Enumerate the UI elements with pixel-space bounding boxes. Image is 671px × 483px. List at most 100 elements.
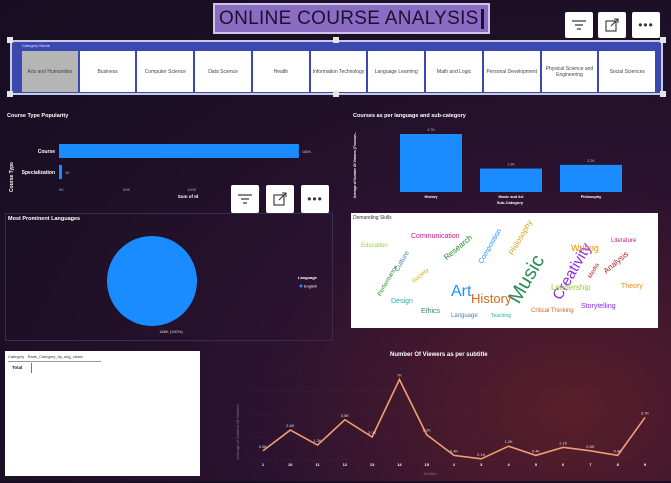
legend-title: Language <box>298 275 318 280</box>
visual-more-button[interactable]: ••• <box>301 185 329 213</box>
slicer-item[interactable]: Health <box>252 51 309 92</box>
languages-panel[interactable]: Most Prominent Languages 186K (100%) Lan… <box>5 213 333 341</box>
point-value-label: 0.1K <box>477 452 486 457</box>
wordcloud-word: Education <box>361 243 388 249</box>
bar-history <box>400 134 462 192</box>
course-type-title: Course Type Popularity <box>7 113 69 119</box>
viewers-line <box>262 377 646 460</box>
x-tick-label: 10 <box>288 462 293 467</box>
x-tick-label: 11 <box>315 462 320 467</box>
bar-value-label: 1.9K <box>507 163 515 167</box>
pie-value-label: 186K (100%) <box>159 329 183 334</box>
x-tick-label: 1 <box>262 462 265 467</box>
x-tick-label: 8 <box>617 462 620 467</box>
skills-wordcloud-panel[interactable]: Demanding Skills Music Creativity History A… <box>351 213 658 328</box>
wordcloud-word: Critical Thinking <box>531 308 574 314</box>
value-label-specialization: 1K <box>65 170 70 175</box>
point-value-label: 2.0K <box>368 430 377 435</box>
bar-philosophy <box>560 164 622 192</box>
filter-icon <box>572 20 586 30</box>
resize-handle[interactable] <box>333 91 339 97</box>
wordcloud-word: Media <box>587 262 601 280</box>
lang-subcat-title: Courses as per language and sub-category <box>353 113 466 119</box>
wordcloud-word: Literature <box>611 238 637 244</box>
focus-mode-icon <box>605 18 619 32</box>
slicer-item[interactable]: Business <box>79 51 136 92</box>
filter-icon <box>238 194 252 204</box>
wordcloud-word: Language <box>451 313 478 319</box>
point-value-label: 0.4K <box>450 448 459 453</box>
bar-music-and-art <box>480 168 542 192</box>
viewers-ylabel: Average of Number Of Viewers <box>235 404 240 459</box>
legend-item-english: English <box>304 284 317 289</box>
visual-focus-button[interactable] <box>266 185 294 213</box>
slicer-item[interactable]: Language Learning <box>368 51 425 92</box>
slicer-item[interactable]: Physical Science and Engineering <box>541 51 598 92</box>
more-options-button[interactable]: ••• <box>632 12 660 38</box>
filter-button[interactable] <box>565 12 593 38</box>
wordcloud-word: Teaching <box>491 313 512 319</box>
wordcloud-word: Communication <box>411 233 460 240</box>
slicer-label: Category Name <box>22 43 51 48</box>
slicer-items: Arts and Humanities Business Computer Scie… <box>22 51 656 92</box>
resize-handle[interactable] <box>660 37 666 43</box>
resize-handle[interactable] <box>333 37 339 43</box>
resize-handle[interactable] <box>7 91 13 97</box>
tick-0k: 0K <box>59 187 64 192</box>
tick-100k: 100K <box>187 187 197 192</box>
visual-filter-button[interactable] <box>231 185 259 213</box>
point-value-label: 3.7K <box>641 410 650 415</box>
more-options-icon: ••• <box>307 192 323 206</box>
x-tick-label: 7 <box>589 462 592 467</box>
wordcloud-word: Art <box>451 283 472 300</box>
course-type-chart[interactable]: Course Type Course Specialization 186K 1… <box>3 135 323 210</box>
x-tick-label: 5 <box>535 462 538 467</box>
lang-subcat-chart[interactable]: Average of Number Of Viewers (Thousan...… <box>348 120 658 210</box>
viewers-chart[interactable]: Average of Number Of Viewers Subtitle 0.… <box>230 360 666 478</box>
wordcloud-word: Design <box>391 298 413 305</box>
dashboard-title: ONLINE COURSE ANALYSIS <box>213 3 490 34</box>
dashboard-title-text: ONLINE COURSE ANALYSIS <box>219 7 479 29</box>
slicer-item[interactable]: Arts and Humanities <box>22 51 78 92</box>
slicer-item[interactable]: Personal Development <box>483 51 540 92</box>
course-type-ylabel: Course Type <box>9 162 15 192</box>
x-tick-label: 3 <box>480 462 483 467</box>
value-label-course: 186K <box>302 149 312 154</box>
point-value-label: 2.6K <box>286 423 295 428</box>
slicer-item[interactable]: Data Science <box>195 51 251 92</box>
bar-label-specialization: Specialization <box>22 170 55 176</box>
focus-mode-button[interactable] <box>598 12 626 38</box>
resize-handle[interactable] <box>7 37 13 43</box>
slicer-item[interactable]: Math and Logic <box>426 51 482 92</box>
slicer-item[interactable]: Computer Science <box>137 51 194 92</box>
slicer-item[interactable]: Social Sciences <box>599 51 656 92</box>
focus-mode-icon <box>273 192 287 206</box>
bar-value-label: 4.7K <box>427 128 435 132</box>
category-rank-table[interactable]: Category Rank_Category_by_avg_views Tota… <box>5 351 200 476</box>
x-tick-label: 15 <box>424 462 429 467</box>
resize-handle[interactable] <box>660 91 666 97</box>
wordcloud-word: Society <box>411 267 431 285</box>
slicer-item[interactable]: Information Technology <box>310 51 367 92</box>
lang-subcat-xlabel: Sub-Category <box>497 200 524 205</box>
tick-50k: 50K <box>123 187 130 192</box>
wordcloud-word: History <box>471 291 512 306</box>
point-value-label: 2.2K <box>423 428 432 433</box>
languages-title: Most Prominent Languages <box>8 216 81 222</box>
point-value-label: 1.3K <box>313 438 322 443</box>
viewers-xlabel: Subtitle <box>423 471 437 476</box>
table-header-category: Category <box>8 354 25 359</box>
category-tick-label: History <box>424 195 438 199</box>
point-value-label: 7K <box>397 373 402 378</box>
bar-course <box>59 144 299 158</box>
x-tick-label: 14 <box>397 462 402 467</box>
category-tick-label: Philosophy <box>581 195 602 199</box>
x-tick-label: 13 <box>370 462 375 467</box>
wordcloud-word: Ethics <box>421 308 441 315</box>
wordcloud-word: Theory <box>621 283 643 290</box>
table-header-rank: Rank_Category_by_avg_views <box>27 354 83 359</box>
wordcloud-word: Leadership <box>551 283 591 292</box>
point-value-label: 0.4K <box>614 448 623 453</box>
pie-slice-english <box>107 236 197 326</box>
wordcloud-word: Writing <box>571 243 599 253</box>
